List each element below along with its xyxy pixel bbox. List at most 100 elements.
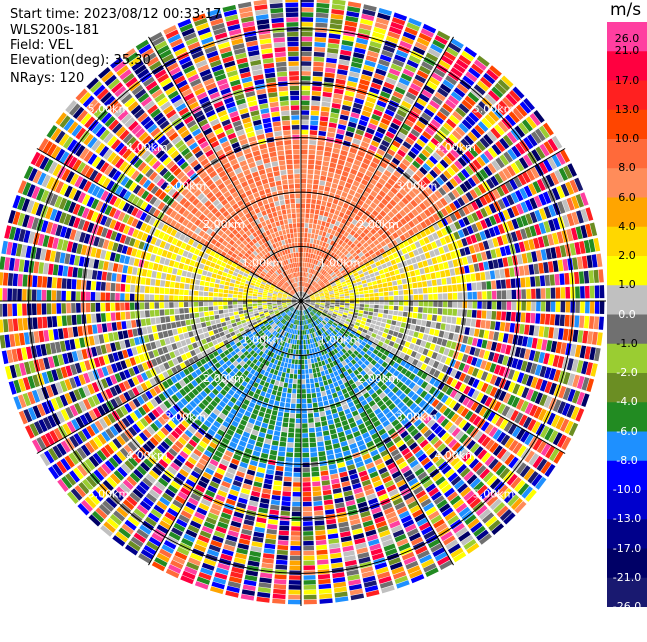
velocity-gate <box>509 323 515 333</box>
velocity-gate <box>302 399 306 404</box>
velocity-gate <box>326 374 331 379</box>
velocity-gate <box>436 322 441 329</box>
velocity-gate <box>590 301 595 314</box>
velocity-gate <box>303 507 312 512</box>
velocity-gate <box>280 521 290 526</box>
velocity-gate <box>399 268 405 274</box>
velocity-gate <box>416 276 421 282</box>
velocity-gate <box>374 301 378 304</box>
velocity-gate <box>287 388 291 393</box>
velocity-gate <box>274 574 286 579</box>
velocity-gate <box>413 289 418 294</box>
velocity-gate <box>333 225 338 230</box>
velocity-gate <box>304 233 307 238</box>
velocity-gate <box>438 294 443 300</box>
velocity-gate <box>585 301 590 313</box>
velocity-gate <box>333 215 338 221</box>
velocity-gate <box>257 592 270 598</box>
velocity-gate <box>382 263 388 268</box>
velocity-gate <box>326 58 337 64</box>
velocity-gate <box>303 487 311 492</box>
velocity-gate <box>389 301 393 305</box>
velocity-gate <box>340 305 345 307</box>
velocity-gate <box>278 386 283 391</box>
velocity-gate <box>268 373 273 378</box>
velocity-gate <box>491 311 496 320</box>
velocity-gate <box>301 130 308 135</box>
velocity-gate <box>519 266 525 276</box>
velocity-gate <box>491 281 496 290</box>
velocity-gate <box>302 418 307 423</box>
velocity-gate <box>308 253 311 258</box>
velocity-gate <box>288 428 294 433</box>
velocity-gate <box>311 457 318 462</box>
velocity-gate <box>382 333 388 338</box>
velocity-gate <box>433 287 438 293</box>
velocity-gate <box>315 209 320 214</box>
velocity-gate <box>278 451 285 456</box>
velocity-gate <box>560 315 565 327</box>
velocity-gate <box>413 307 418 312</box>
velocity-gate <box>260 573 272 579</box>
velocity-gate <box>321 171 327 176</box>
velocity-gate <box>291 344 294 349</box>
velocity-gate <box>269 399 275 404</box>
velocity-gate <box>330 429 337 435</box>
velocity-gate <box>330 208 335 214</box>
velocity-gate <box>303 541 314 546</box>
velocity-gate <box>359 294 364 297</box>
velocity-gate <box>303 511 312 516</box>
velocity-gate <box>364 304 369 307</box>
velocity-gate <box>292 394 296 399</box>
velocity-gate <box>320 386 325 391</box>
velocity-gate <box>327 172 333 178</box>
velocity-gate <box>403 290 408 295</box>
velocity-gate <box>260 407 266 413</box>
velocity-gate <box>258 587 271 593</box>
velocity-gate <box>345 298 349 300</box>
velocity-gate <box>303 556 314 561</box>
velocity-gate <box>327 132 335 138</box>
velocity-gate <box>286 452 293 457</box>
velocity-gate <box>286 398 291 403</box>
velocity-gate <box>221 336 227 341</box>
velocity-gate <box>263 443 270 449</box>
velocity-gate <box>302 389 306 394</box>
velocity-gate <box>482 310 487 318</box>
velocity-gate <box>553 260 559 272</box>
velocity-gate <box>424 327 430 333</box>
velocity-gate <box>328 213 333 218</box>
velocity-gate <box>269 455 277 461</box>
velocity-gate <box>311 111 319 116</box>
velocity-gate <box>264 479 273 485</box>
velocity-gate <box>323 92 332 97</box>
velocity-gate <box>267 524 277 530</box>
velocity-gate <box>511 279 516 288</box>
velocity-gate <box>295 340 297 345</box>
velocity-gate <box>498 332 504 341</box>
velocity-gate <box>427 280 432 286</box>
velocity-gate <box>265 393 271 399</box>
velocity-gate <box>301 51 312 56</box>
velocity-gate <box>526 289 531 299</box>
velocity-gate <box>266 469 274 475</box>
velocity-gate <box>399 296 404 300</box>
velocity-gate <box>305 213 309 218</box>
velocity-gate <box>301 164 307 169</box>
velocity-gate <box>328 419 334 425</box>
velocity-gate <box>600 301 605 314</box>
velocity-gate <box>391 259 397 265</box>
velocity-gate <box>273 436 280 441</box>
velocity-gate <box>266 529 276 535</box>
velocity-gate <box>284 363 288 368</box>
velocity-gate <box>340 299 344 301</box>
velocity-gate <box>447 285 452 292</box>
velocity-gate <box>388 310 393 314</box>
velocity-gate <box>311 388 315 393</box>
velocity-gate <box>372 316 377 320</box>
velocity-gate <box>284 472 292 477</box>
velocity-gate <box>334 210 339 216</box>
velocity-gate <box>294 448 301 453</box>
velocity-gate <box>333 382 338 388</box>
velocity-gate <box>277 391 282 396</box>
